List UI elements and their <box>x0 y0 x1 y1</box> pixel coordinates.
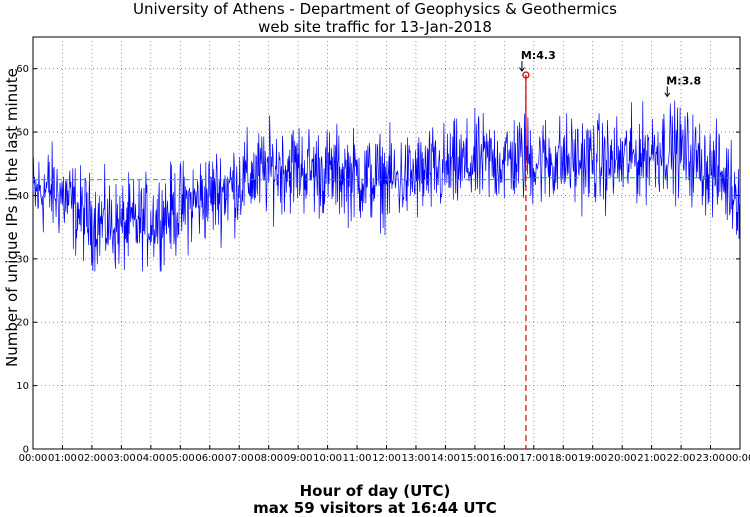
y-tick-label: 30 <box>16 254 29 265</box>
y-tick-label: 40 <box>16 191 29 202</box>
y-tick-label: 0 <box>23 445 29 456</box>
x-tick-label: 20:00 <box>608 453 637 464</box>
y-tick-label: 10 <box>16 381 29 392</box>
y-tick-label: 60 <box>16 64 29 75</box>
event-arrow-head <box>664 92 671 98</box>
x-tick-label: 09:00 <box>284 453 313 464</box>
event-label: M:3.8 <box>666 74 701 87</box>
x-tick-label: 14:00 <box>431 453 460 464</box>
x-tick-label: 21:00 <box>637 453 666 464</box>
x-tick-label: 05:00 <box>166 453 195 464</box>
x-tick-label: 07:00 <box>225 453 254 464</box>
plot-frame <box>32 36 741 450</box>
y-tick-label: 20 <box>16 318 29 329</box>
traffic-line <box>32 74 741 272</box>
x-tick-label: 22:00 <box>667 453 696 464</box>
x-tick-label: 13:00 <box>402 453 431 464</box>
x-axis-label: Hour of day (UTC) <box>299 482 451 500</box>
chart-subtitle: web site traffic for 13-Jan-2018 <box>258 18 492 36</box>
x-tick-label: 19:00 <box>578 453 607 464</box>
x-tick-label: 00:00 <box>726 453 750 464</box>
event-peak-circle <box>522 71 530 79</box>
event-arrow-head <box>519 67 525 72</box>
y-tick-label: 50 <box>16 128 29 139</box>
x-tick-label: 00:00 <box>19 453 48 464</box>
x-tick-label: 23:00 <box>696 453 725 464</box>
x-tick-label: 10:00 <box>313 453 342 464</box>
max-visitors-note: max 59 visitors at 16:44 UTC <box>253 499 497 517</box>
x-tick-label: 02:00 <box>78 453 107 464</box>
x-tick-label: 03:00 <box>107 453 136 464</box>
x-tick-label: 15:00 <box>460 453 489 464</box>
x-tick-label: 06:00 <box>195 453 224 464</box>
x-tick-label: 16:00 <box>490 453 519 464</box>
x-tick-label: 12:00 <box>372 453 401 464</box>
x-tick-label: 18:00 <box>549 453 578 464</box>
chart-title: University of Athens - Department of Geo… <box>133 0 617 18</box>
x-tick-label: 17:00 <box>519 453 548 464</box>
x-tick-label: 04:00 <box>136 453 165 464</box>
x-tick-label: 01:00 <box>48 453 77 464</box>
event-label: M:4.3 <box>521 49 556 62</box>
x-tick-label: 11:00 <box>343 453 372 464</box>
x-tick-label: 08:00 <box>254 453 283 464</box>
